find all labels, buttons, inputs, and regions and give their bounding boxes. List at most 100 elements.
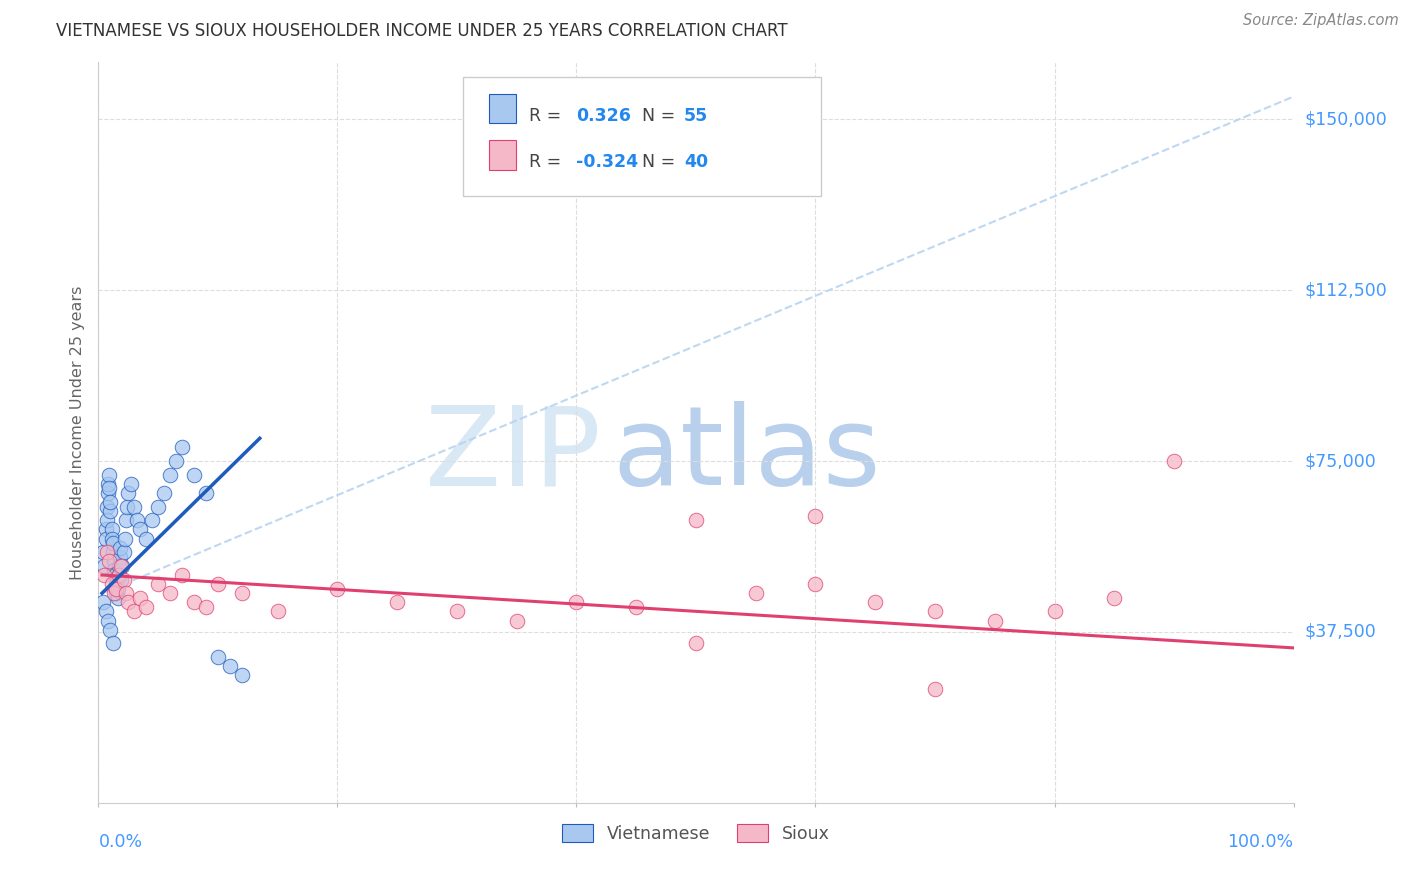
Point	[207, 577, 229, 591]
Text: Source: ZipAtlas.com: Source: ZipAtlas.com	[1243, 13, 1399, 29]
Point	[91, 595, 114, 609]
Point	[107, 568, 129, 582]
Point	[685, 513, 707, 527]
Point	[231, 586, 253, 600]
Point	[107, 591, 129, 605]
Legend: Vietnamese, Sioux: Vietnamese, Sioux	[555, 817, 837, 850]
Text: ZIP: ZIP	[425, 401, 600, 508]
Point	[148, 500, 170, 514]
Point	[195, 599, 218, 614]
Point	[97, 614, 120, 628]
Point	[112, 573, 135, 587]
Text: 55: 55	[685, 107, 709, 125]
Point	[984, 614, 1007, 628]
Point	[804, 577, 827, 591]
Point	[125, 513, 148, 527]
Point	[183, 467, 205, 482]
Point	[1104, 591, 1126, 605]
Point	[865, 595, 887, 609]
Point	[103, 554, 125, 568]
Point	[101, 536, 124, 550]
Point	[159, 586, 181, 600]
Text: -0.324: -0.324	[576, 153, 638, 171]
Y-axis label: Householder Income Under 25 years: Householder Income Under 25 years	[70, 285, 86, 580]
Text: R =: R =	[529, 153, 567, 171]
Point	[385, 595, 409, 609]
Point	[267, 604, 290, 618]
Text: $37,500: $37,500	[1305, 623, 1376, 641]
Text: 100.0%: 100.0%	[1227, 833, 1294, 851]
Point	[207, 650, 229, 665]
FancyBboxPatch shape	[489, 140, 516, 169]
Point	[153, 486, 176, 500]
Point	[326, 582, 349, 596]
Text: N =: N =	[643, 153, 681, 171]
Point	[98, 623, 122, 637]
Point	[111, 558, 134, 573]
Point	[100, 532, 122, 546]
Point	[117, 595, 139, 609]
Point	[103, 564, 125, 578]
Point	[107, 568, 129, 582]
Point	[135, 599, 157, 614]
Point	[101, 636, 124, 650]
Point	[1163, 454, 1185, 468]
Point	[195, 486, 218, 500]
Point	[924, 604, 946, 618]
Point	[98, 467, 121, 482]
Point	[94, 532, 117, 546]
Point	[231, 668, 253, 682]
Point	[172, 441, 194, 455]
Point	[93, 558, 115, 573]
Text: R =: R =	[529, 107, 567, 125]
Text: atlas: atlas	[613, 401, 880, 508]
Text: 40: 40	[685, 153, 709, 171]
Point	[129, 591, 152, 605]
Point	[103, 586, 125, 600]
Point	[446, 604, 468, 618]
Point	[124, 604, 146, 618]
Point	[141, 513, 163, 527]
Point	[98, 482, 121, 496]
Point	[165, 454, 187, 468]
Point	[110, 573, 132, 587]
Point	[172, 568, 194, 582]
FancyBboxPatch shape	[489, 94, 516, 123]
Point	[115, 513, 138, 527]
Point	[626, 599, 648, 614]
Point	[506, 614, 529, 628]
Point	[685, 636, 707, 650]
Point	[124, 500, 146, 514]
Point	[110, 558, 132, 573]
Point	[105, 586, 128, 600]
Point	[91, 545, 114, 559]
Point	[219, 659, 242, 673]
Point	[924, 681, 946, 696]
Point	[98, 495, 122, 509]
Point	[98, 554, 121, 568]
Point	[745, 586, 768, 600]
Point	[115, 586, 138, 600]
Point	[93, 568, 115, 582]
Point	[112, 545, 135, 559]
Point	[1043, 604, 1066, 618]
Point	[100, 577, 122, 591]
Point	[115, 500, 138, 514]
Point	[107, 582, 129, 596]
Point	[94, 523, 117, 537]
Point	[565, 595, 588, 609]
Text: N =: N =	[643, 107, 681, 125]
Point	[101, 545, 124, 559]
Point	[114, 532, 136, 546]
Point	[97, 476, 120, 491]
Point	[96, 545, 118, 559]
Point	[107, 558, 129, 573]
Point	[148, 577, 170, 591]
Point	[108, 541, 131, 555]
Text: 0.326: 0.326	[576, 107, 631, 125]
Point	[183, 595, 205, 609]
Point	[100, 523, 122, 537]
Point	[159, 467, 181, 482]
Point	[129, 523, 152, 537]
Text: VIETNAMESE VS SIOUX HOUSEHOLDER INCOME UNDER 25 YEARS CORRELATION CHART: VIETNAMESE VS SIOUX HOUSEHOLDER INCOME U…	[56, 22, 787, 40]
